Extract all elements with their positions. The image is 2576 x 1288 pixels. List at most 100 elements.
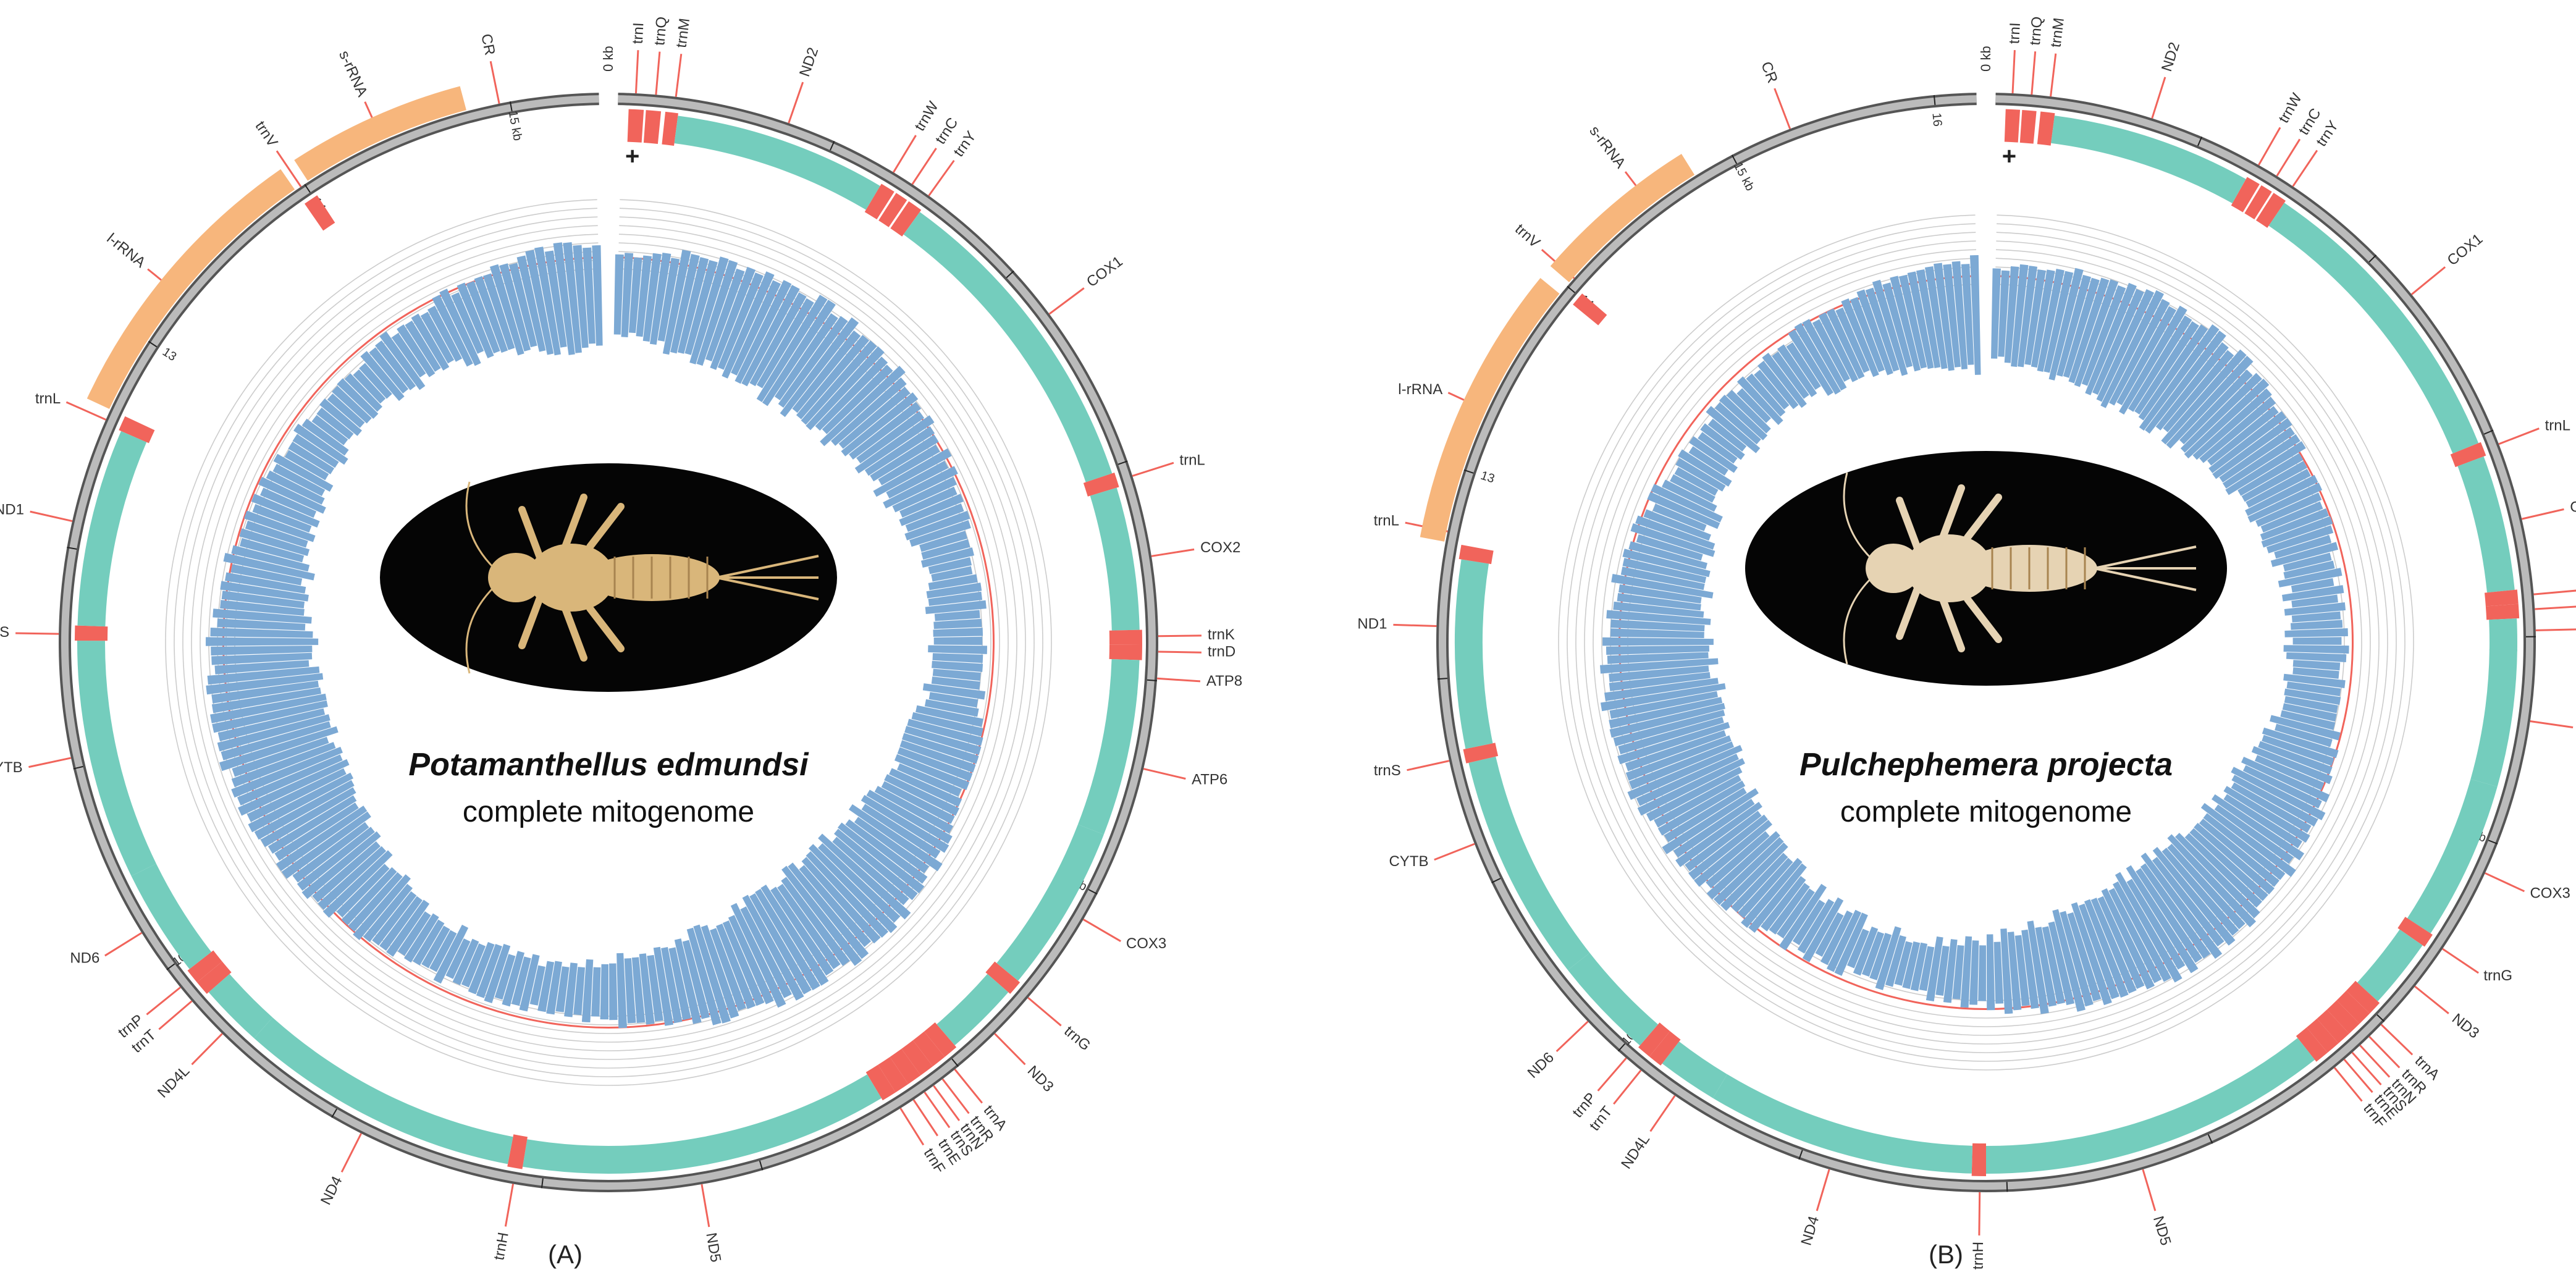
feature-leader-line [147,268,162,281]
feature-leader-line [1434,843,1475,861]
feature-label-cox2: COX2 [2570,499,2576,515]
gc-content-bar [372,891,417,946]
gc-content-bar [225,572,306,594]
gc-content-bar [788,862,869,959]
gc-content-bar [258,476,326,514]
gc-content-bar [1611,574,1714,599]
gc-content-bar [693,924,731,1024]
feature-leader-line [146,987,181,1016]
kb-tick-label: 13 [160,345,179,364]
feature-leader-line [158,1000,193,1030]
gc-content-bar [1726,390,1771,434]
gc-content-bar [815,356,888,431]
feature-trnk [1109,629,1142,646]
gc-content-bar [2035,927,2057,1007]
gc-content-bar [213,608,312,624]
gc-content-bar [2126,878,2186,970]
gc-content-bar [2138,324,2208,421]
gc-content-bar [884,774,960,816]
gc-content-bar [319,398,362,436]
gc-content-bar [1604,678,1719,701]
gc-content-bar [2021,929,2039,1009]
gc-content-bar [2116,306,2177,406]
gc-content-bar [933,628,983,637]
gc-content-bar [2260,501,2323,532]
gc-content-bar [2260,508,2329,541]
gc-content-bar [1850,297,1885,373]
gc-content-bar [1926,936,1943,1001]
gc-content-bar [2192,388,2272,460]
feature-trnp [1638,1022,1670,1057]
feature-label-cox3: COX3 [1126,935,1166,952]
feature-label-nd4l: ND4L [1618,1131,1653,1172]
gc-content-bar [2060,911,2094,1007]
gc-content-bar [1835,307,1870,373]
feature-leader-line [276,150,302,188]
gc-content-bar [1643,509,1711,541]
gc-content-bar [932,660,983,672]
gc-content-bar [717,272,764,370]
feature-trnw [864,183,894,220]
gc-content-bar [1841,298,1879,377]
gc-content-bar [210,627,313,638]
gc-content-bar [1685,810,1762,872]
feature-nd4l [208,974,273,1038]
gc-content-bar [741,285,800,387]
feature-label-cox1: COX1 [2444,230,2486,269]
feature-leader-line [701,1184,710,1227]
gc-content-bar [649,252,671,345]
feature-s-rrna [294,86,466,181]
kb-tick [2006,1182,2008,1192]
gc-content-bar [2231,782,2312,833]
feature-nd2 [674,116,880,210]
gc-content-bar [1818,312,1859,382]
gc-content-bar [1872,279,1908,376]
kb-tick [2368,255,2377,263]
kb-tick [541,1178,544,1189]
gc-content-bar [2101,888,2155,990]
feature-nd4 [254,1017,513,1164]
gc-content-bar [353,874,411,940]
gc-content-bar [499,263,531,351]
gc-content-bar [1919,946,1935,991]
gc-content-bar [1620,566,1705,591]
gc-content-bar [519,954,540,1012]
gc-content-bar [2214,804,2294,864]
gc-content-bar [1991,268,2001,359]
gc-content-bar [281,811,371,879]
gc-content-bar [211,646,313,656]
gc-content-bar [904,726,982,756]
gc-content-bar [774,313,838,400]
gc-content-bar [293,423,348,465]
gc-content-bar [248,772,354,833]
gc-content-bar [273,453,334,492]
gc-content-bar [832,836,909,906]
gc-content-bar [217,714,330,752]
feature-trns [1463,743,1499,764]
gc-content-bar [1618,584,1702,604]
gc-content-bar [220,581,309,602]
gc-content-bar [781,877,850,966]
gc-content-bar [806,346,885,431]
gc-content-bar [1688,446,1728,476]
feature-leader-line [954,1069,983,1104]
gc-content-bar [525,250,554,355]
gc-content-bar [429,930,457,972]
gc-content-bar [928,692,979,708]
gc-content-bar [363,883,413,943]
gc-content-bar [600,964,608,1020]
gc-content-bar [705,268,745,362]
feature-label-cr: CR [478,32,498,56]
feature-label-trnl: trnL [1179,452,1205,469]
feature-nd5 [1986,1038,2315,1174]
gc-content-bar [1609,665,1709,683]
feature-label-nd1: ND1 [0,501,24,518]
gc-content-bar [2052,909,2086,1012]
gc-content-bar [1609,697,1723,729]
feature-leader-line [2521,508,2564,520]
gc-content-bar [466,280,500,354]
gc-content-bar [831,377,907,446]
feature-leader-line [2359,1045,2391,1078]
gc-content-bar [461,943,486,988]
